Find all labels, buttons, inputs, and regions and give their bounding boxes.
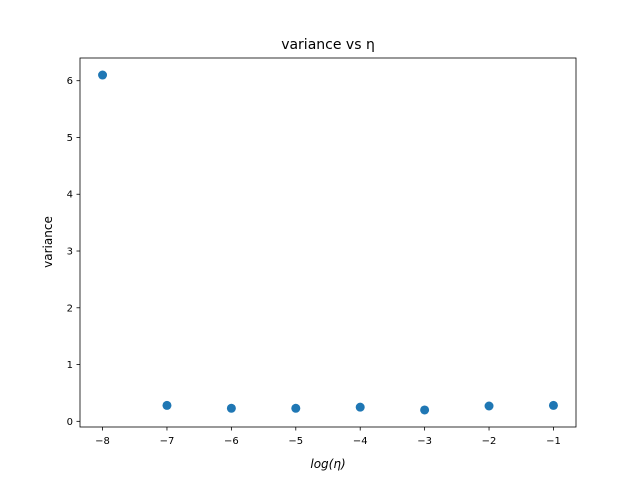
data-point [226, 403, 236, 413]
x-tick-label: −5 [288, 436, 303, 447]
y-tick-label: 3 [67, 247, 73, 258]
x-tick-label: −1 [546, 436, 561, 447]
data-point [484, 401, 494, 411]
x-tick-label: −7 [160, 436, 175, 447]
y-tick-label: 0 [67, 417, 73, 428]
x-tick-label: −8 [95, 436, 110, 447]
x-tick-label: −4 [353, 436, 368, 447]
y-tick-label: 6 [67, 76, 73, 87]
chart-title: variance vs η [281, 37, 375, 53]
x-axis-label: log(η) [310, 457, 345, 471]
data-point [162, 400, 172, 410]
data-point [98, 70, 108, 80]
data-point [291, 403, 301, 413]
y-tick-label: 1 [67, 360, 73, 371]
x-tick-label: −6 [224, 436, 239, 447]
plot-frame [79, 57, 577, 428]
y-tick-label: 2 [67, 303, 73, 314]
x-tick-label: −2 [482, 436, 497, 447]
y-tick-label: 4 [67, 190, 73, 201]
x-tick-label: −3 [417, 436, 432, 447]
data-point [420, 405, 430, 415]
y-tick-label: 5 [67, 133, 73, 144]
data-point [548, 400, 558, 410]
data-point [355, 402, 365, 412]
y-axis-label: variance [41, 216, 55, 268]
